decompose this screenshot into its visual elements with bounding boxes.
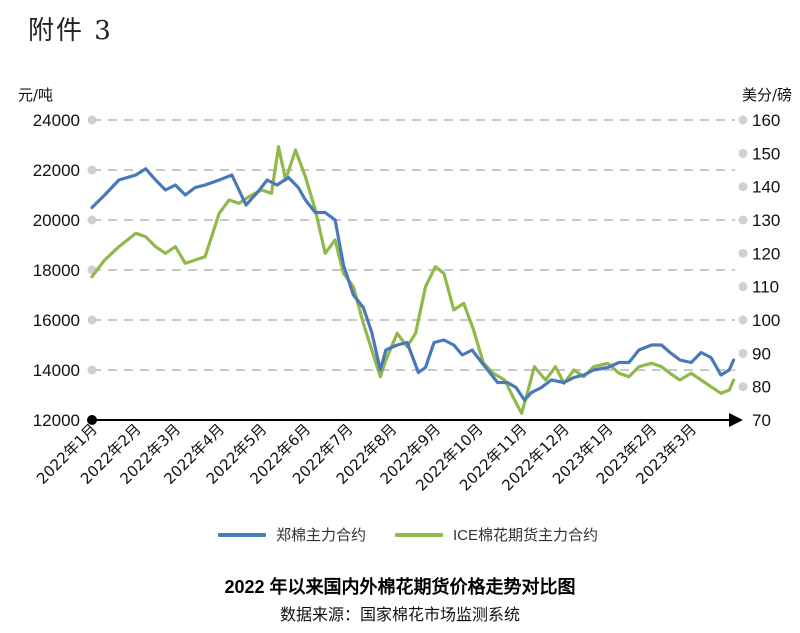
x-axis-arrowhead	[729, 413, 743, 427]
y-left-tick-label: 18000	[33, 261, 80, 280]
y-left-tick-label: 20000	[33, 211, 80, 230]
legend-swatch-ice	[395, 532, 443, 537]
y-left-tick-label: 12000	[33, 411, 80, 430]
gridline-dot-right	[738, 215, 748, 225]
gridline-dot-right	[738, 248, 748, 258]
y-right-tick-label: 120	[752, 244, 780, 263]
y-right-tick-label: 90	[752, 344, 771, 363]
y-left-tick-label: 16000	[33, 311, 80, 330]
gridline-dot-right	[738, 315, 748, 325]
x-axis-origin-dot	[87, 415, 97, 425]
y-left-tick-label: 22000	[33, 161, 80, 180]
y-right-tick-label: 140	[752, 178, 780, 197]
gridline-dot-left	[87, 215, 97, 225]
legend-item-zhengzhou: 郑棉主力合约	[218, 524, 366, 545]
gridline-dot-left	[87, 115, 97, 125]
y-right-tick-label: 150	[752, 144, 780, 163]
gridline-dot-right	[738, 115, 748, 125]
y-right-tick-label: 130	[752, 211, 780, 230]
y-left-tick-label: 24000	[33, 111, 80, 130]
legend-label-ice: ICE棉花期货主力合约	[453, 527, 599, 544]
gridline-dot-right	[738, 148, 748, 158]
y-right-tick-label: 160	[752, 111, 780, 130]
gridline-dot-left	[87, 315, 97, 325]
legend-label-zhengzhou: 郑棉主力合约	[276, 527, 367, 544]
chart-caption-source: 数据来源：国家棉花市场监测系统	[279, 607, 520, 624]
y-right-unit-label: 美分/磅	[742, 86, 792, 104]
series-line-zhengzhou	[90, 167, 736, 402]
y-right-tick-label: 70	[752, 411, 771, 430]
gridline-dot-right	[738, 382, 748, 392]
y-right-tick-label: 110	[752, 278, 779, 297]
gridline-dot-right	[738, 182, 748, 192]
y-left-tick-label: 14000	[33, 361, 80, 380]
series-line-ice	[90, 145, 736, 415]
attachment-label: 附件 3	[28, 16, 113, 46]
legend-item-ice: ICE棉花期货主力合约	[395, 524, 598, 545]
chart-caption-title: 2022 年以来国内外棉花期货价格走势对比图	[224, 577, 576, 597]
legend-swatch-zhengzhou	[218, 532, 266, 537]
y-left-unit-label: 元/吨	[18, 86, 53, 104]
gridline-dot-right	[738, 348, 748, 358]
y-right-tick-label: 100	[752, 311, 780, 330]
gridline-dot-left	[87, 165, 97, 175]
y-right-tick-label: 80	[752, 378, 771, 397]
gridline-dot-left	[87, 365, 97, 375]
gridline-dot-right	[738, 282, 748, 292]
